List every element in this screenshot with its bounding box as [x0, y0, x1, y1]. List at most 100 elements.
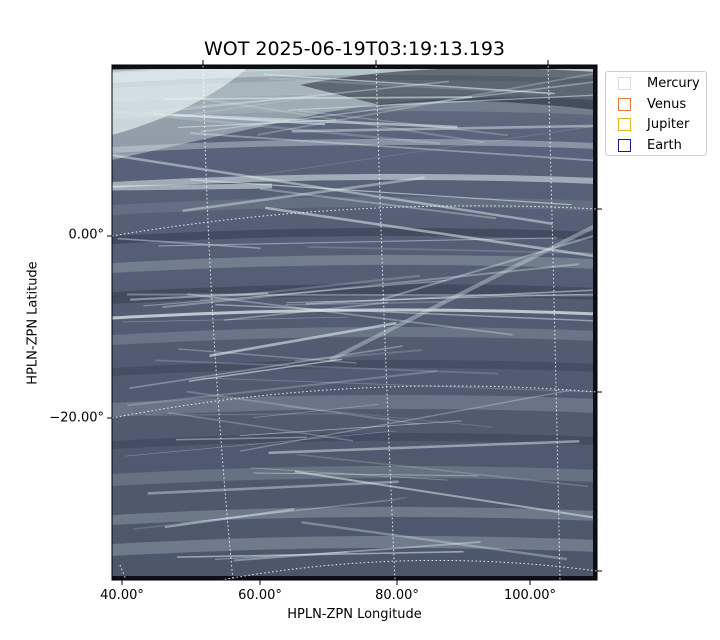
image-background	[112, 65, 597, 580]
image-streak	[253, 403, 379, 419]
image-streak	[286, 293, 597, 304]
image-streak	[379, 234, 597, 301]
legend-swatch-earth	[618, 138, 631, 152]
image-streak	[296, 453, 588, 488]
image-streak	[127, 370, 437, 407]
image-streak	[178, 348, 357, 364]
legend-swatch-mercury	[618, 76, 631, 90]
image-band	[112, 432, 597, 449]
image-streak	[294, 470, 597, 520]
image-band	[112, 506, 597, 525]
image-edge-right	[593, 65, 597, 580]
image-streak	[175, 436, 308, 441]
image-streak	[180, 499, 396, 524]
image-band	[112, 535, 597, 556]
coordinate-grid	[112, 65, 597, 580]
image-band	[112, 254, 597, 273]
x-tick-label-40: 40.00°	[100, 588, 144, 603]
image-streak	[132, 497, 407, 530]
image-streak	[250, 467, 448, 481]
image-streak	[233, 541, 481, 562]
x-tick-label-80: 80.00°	[375, 588, 419, 603]
image-streak	[187, 293, 513, 336]
image-streak	[305, 289, 597, 305]
image-edge-bottom	[112, 576, 597, 580]
x-tick-label-60: 60.00°	[238, 588, 282, 603]
image-streak	[239, 389, 571, 452]
image-streak	[155, 359, 498, 375]
image-band	[112, 326, 597, 345]
image-streak	[215, 303, 597, 322]
image-streak	[253, 472, 479, 477]
image-streak	[125, 430, 397, 457]
legend: Mercury Venus Jupiter Earth	[605, 71, 707, 156]
image-streak	[182, 93, 334, 117]
plot-area	[107, 60, 602, 585]
x-tick-label-100: 100.00°	[504, 588, 556, 603]
image-streak	[285, 301, 446, 306]
image-band	[112, 227, 597, 244]
plot-frame	[111, 64, 598, 581]
grid-meridian	[119, 564, 127, 580]
image-streak	[163, 96, 473, 100]
legend-item-venus: Venus	[618, 96, 686, 112]
image-dark-arc	[300, 68, 597, 110]
image-band	[112, 308, 597, 320]
image-streak	[263, 73, 555, 95]
legend-item-jupiter: Jupiter	[618, 116, 689, 132]
image-streak	[188, 358, 343, 382]
image-streak	[287, 94, 597, 111]
image-streak	[239, 420, 462, 437]
image-band	[112, 359, 597, 376]
chart-title: WOT 2025-06-19T03:19:13.193	[203, 38, 506, 60]
image-band	[112, 283, 597, 304]
image-streak	[291, 124, 597, 133]
image-streak	[214, 551, 349, 560]
image-streak	[301, 521, 568, 561]
image-streak	[224, 301, 389, 321]
image-band	[112, 394, 597, 417]
legend-item-mercury: Mercury	[618, 75, 700, 91]
image-streak	[294, 349, 423, 362]
legend-label-venus: Venus	[647, 96, 687, 112]
legend-label-earth: Earth	[647, 137, 682, 153]
image-streak	[122, 316, 349, 323]
image-streak	[162, 263, 580, 309]
legend-item-earth: Earth	[618, 137, 682, 153]
image-streak	[297, 109, 509, 137]
image-streak	[268, 440, 580, 455]
image-streak	[265, 206, 597, 258]
legend-label-mercury: Mercury	[647, 75, 700, 91]
image-streak	[269, 77, 553, 95]
legend-swatch-jupiter	[618, 117, 631, 131]
image-streak	[259, 187, 497, 220]
image-streak	[189, 132, 597, 162]
image-streak	[329, 223, 597, 362]
image-streak	[285, 406, 494, 428]
image-streak	[129, 291, 269, 301]
image-streak	[209, 321, 397, 358]
image-streak	[112, 183, 273, 191]
image-streak	[116, 110, 441, 145]
image-streak	[147, 480, 399, 495]
legend-swatch-venus	[618, 97, 631, 111]
image-band	[112, 138, 597, 153]
image-streak	[199, 274, 421, 301]
axis-ticks	[107, 60, 602, 585]
grid-parallel	[218, 559, 597, 580]
image-streak	[185, 390, 420, 426]
image-streak	[158, 237, 557, 247]
image-band	[112, 465, 597, 486]
y-tick-label-neg20: −20.00°	[49, 410, 104, 426]
image-streak	[182, 176, 425, 213]
image-streak	[129, 345, 403, 390]
image-bright-corner	[112, 66, 250, 135]
y-axis-label: HPLN-ZPN Latitude	[25, 261, 41, 385]
image-streaks	[112, 65, 597, 580]
image-streak	[171, 126, 592, 188]
image-streak	[192, 377, 597, 393]
image-edge-top	[112, 65, 597, 69]
image-streak	[127, 293, 597, 297]
image-band	[112, 196, 597, 215]
